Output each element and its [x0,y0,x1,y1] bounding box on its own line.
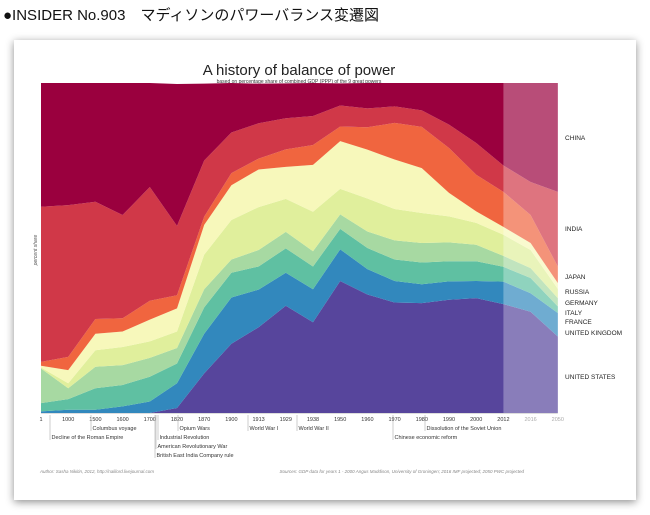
area-united-states [41,281,558,413]
x-tick-label: 1938 [307,417,319,423]
annotation-label: Opium Wars [180,426,211,432]
sources-credit: Sources: GDP data for years 1 - 2000 Ang… [280,469,525,474]
area-china [41,83,558,226]
x-tick-label: 1700 [144,417,156,423]
page-header-title: ●INSIDER No.903 マディソンのパワーバランス変遷図 [3,7,379,24]
annotation-label: Industrial Revolution [160,435,210,441]
x-tick-label: 2016 [524,417,536,423]
series-label-russia: RUSSIA [565,289,590,296]
x-tick-label: 1990 [443,417,455,423]
chart-title: A history of balance of power [203,62,396,79]
x-tick-label: 1600 [116,417,128,423]
x-tick-label: 2000 [470,417,482,423]
x-tick-label: 1960 [361,417,373,423]
series-label-germany: GERMANY [565,300,599,307]
x-tick-label: 1 [39,417,42,423]
area-united-kingdom [41,249,558,413]
annotation-label: World War II [299,426,330,432]
area-germany [41,188,558,389]
series-label-france: FRANCE [565,319,592,326]
y-axis-label: percent share [33,234,39,266]
series-label-japan: JAPAN [565,274,586,281]
chart-subtitle: based on percentage share of combined GD… [217,79,382,85]
annotation-label: World War I [250,426,279,432]
x-tick-label: 2012 [497,417,509,423]
series-label-italy: ITALY [565,310,583,317]
x-tick-label: 1900 [225,417,237,423]
x-tick-label: 1913 [252,417,264,423]
series-label-united-states: UNITED STATES [565,374,616,381]
area-italy [41,214,558,404]
x-tick-label: 1929 [280,417,292,423]
area-russia [41,141,558,384]
x-tick-label: 1500 [89,417,101,423]
annotation-label: American Revolutionary War [158,444,228,450]
x-tick-label: 1980 [416,417,428,423]
area-india [41,105,558,362]
x-tick-label: 1950 [334,417,346,423]
annotation-label: Decline of the Roman Empire [52,435,124,441]
annotation-label: British East India Company rule [157,453,234,459]
annotation-label: Chinese economic reform [395,435,458,441]
series-label-india: INDIA [565,226,583,233]
x-tick-label: 2050 [552,417,564,423]
series-label-united-kingdom: UNITED KINGDOM [565,330,622,337]
x-tick-label: 1870 [198,417,210,423]
area-japan [41,122,558,371]
series-label-china: CHINA [565,135,586,142]
x-tick-label: 1970 [388,417,400,423]
projected-region-overlay [503,83,558,413]
x-tick-label: 1820 [171,417,183,423]
area-france [41,228,558,412]
x-tick-label: 1000 [62,417,74,423]
annotation-label: Columbus voyage [93,426,137,432]
annotation-label: Dissolution of the Soviet Union [427,426,502,432]
author-credit: Author: Sasha Nikitin, 2012, http://nali… [39,469,154,474]
